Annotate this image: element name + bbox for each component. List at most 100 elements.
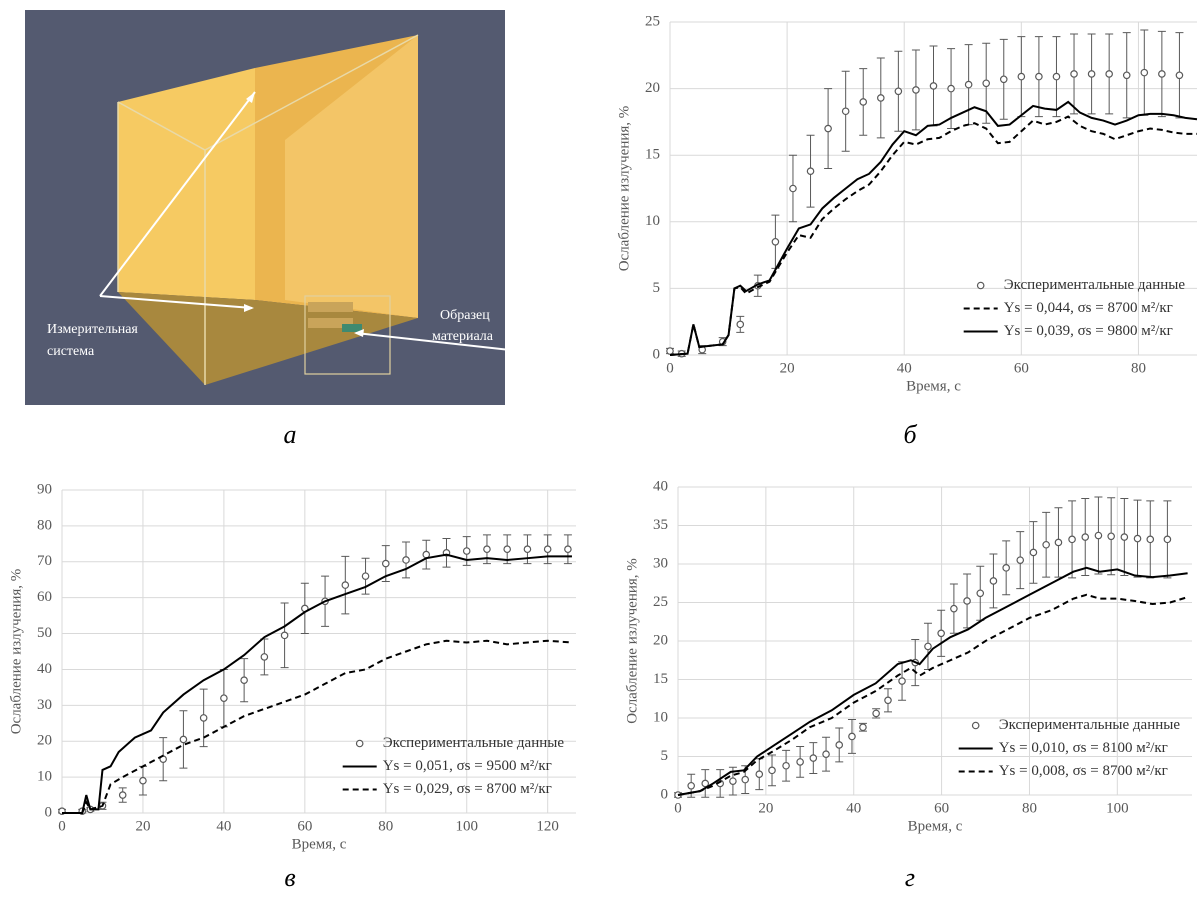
caption: б [903, 420, 917, 449]
y-tick-label: 10 [645, 213, 660, 229]
data-point [1055, 539, 1061, 545]
x-tick-label: 0 [666, 360, 674, 376]
x-axis-title: Время, с [908, 818, 963, 834]
x-tick-label: 20 [135, 818, 150, 834]
data-point [565, 546, 571, 552]
y-tick-label: 15 [645, 147, 660, 163]
data-point [1017, 557, 1023, 563]
x-tick-label: 20 [780, 360, 795, 376]
data-point [1095, 532, 1101, 538]
data-point [241, 677, 247, 683]
data-point [1001, 76, 1007, 82]
x-tick-label: 80 [1131, 360, 1146, 376]
x-tick-label: 100 [455, 818, 478, 834]
legend-label: Ys = 0,008, σs = 8700 м²/кг [999, 763, 1168, 779]
data-point [783, 763, 789, 769]
data-point [1147, 536, 1153, 542]
scene-label: система [47, 344, 95, 359]
x-tick-label: 60 [934, 800, 949, 816]
legend: Экспериментальные данныеYs = 0,051, σs =… [343, 735, 565, 797]
y-tick-label: 35 [653, 517, 668, 533]
data-point [667, 348, 673, 354]
x-tick-label: 0 [674, 800, 682, 816]
data-point [756, 771, 762, 777]
y-tick-label: 80 [37, 517, 52, 533]
scene-label: Образец [440, 308, 490, 323]
caption: а [284, 420, 297, 449]
data-point [1124, 72, 1130, 78]
data-point [1003, 565, 1009, 571]
data-point [342, 582, 348, 588]
y-tick-label: 5 [661, 748, 669, 764]
y-tick-label: 25 [645, 13, 660, 29]
y-tick-label: 15 [653, 671, 668, 687]
data-point [951, 605, 957, 611]
x-tick-label: 60 [1014, 360, 1029, 376]
data-point [1082, 534, 1088, 540]
x-tick-label: 80 [1022, 800, 1037, 816]
y-tick-label: 70 [37, 553, 52, 569]
x-tick-label: 40 [846, 800, 861, 816]
data-point [1043, 542, 1049, 548]
data-point [1176, 72, 1182, 78]
data-point [1108, 533, 1114, 539]
data-point [403, 557, 409, 563]
y-tick-label: 50 [37, 625, 52, 641]
data-point [221, 695, 227, 701]
data-point [990, 578, 996, 584]
y-tick-label: 60 [37, 589, 52, 605]
data-point [464, 548, 470, 554]
data-point [688, 783, 694, 789]
data-point [1036, 73, 1042, 79]
data-point [120, 792, 126, 798]
data-point [925, 643, 931, 649]
data-point [825, 125, 831, 131]
data-point [899, 678, 905, 684]
data-point [836, 742, 842, 748]
legend-symbol [356, 740, 362, 746]
data-point [544, 546, 550, 552]
data-point [180, 736, 186, 742]
data-point [1106, 71, 1112, 77]
x-tick-label: 80 [378, 818, 393, 834]
legend-label: Экспериментальные данные [383, 735, 565, 751]
y-tick-label: 0 [653, 346, 661, 362]
y-tick-label: 20 [653, 632, 668, 648]
data-point [1069, 536, 1075, 542]
shelf [308, 302, 353, 312]
data-point [964, 598, 970, 604]
legend-label: Экспериментальные данные [1004, 277, 1186, 293]
sample [342, 324, 362, 332]
y-tick-label: 5 [653, 280, 661, 296]
data-point [730, 778, 736, 784]
y-tick-label: 0 [661, 786, 669, 802]
data-point [281, 632, 287, 638]
y-tick-label: 10 [37, 769, 52, 785]
data-point [895, 88, 901, 94]
data-point [849, 733, 855, 739]
data-point [938, 630, 944, 636]
data-point [737, 321, 743, 327]
data-point [913, 87, 919, 93]
data-point [1134, 535, 1140, 541]
data-point [1159, 71, 1165, 77]
legend-label: Ys = 0,010, σs = 8100 м²/кг [999, 740, 1168, 756]
caption: г [905, 863, 915, 892]
y-tick-label: 20 [37, 733, 52, 749]
y-tick-label: 10 [653, 709, 668, 725]
data-point [823, 751, 829, 757]
data-point [873, 710, 879, 716]
data-point [965, 81, 971, 87]
x-tick-label: 0 [58, 818, 66, 834]
data-point [769, 767, 775, 773]
data-point [1018, 73, 1024, 79]
data-point [790, 185, 796, 191]
y-axis-title: Ослабление излучения, % [8, 569, 24, 735]
scene-label: Измерительная [47, 322, 138, 337]
x-tick-label: 120 [536, 818, 559, 834]
x-tick-label: 40 [897, 360, 912, 376]
x-tick-label: 60 [297, 818, 312, 834]
data-point [524, 546, 530, 552]
left-wall [118, 68, 255, 300]
